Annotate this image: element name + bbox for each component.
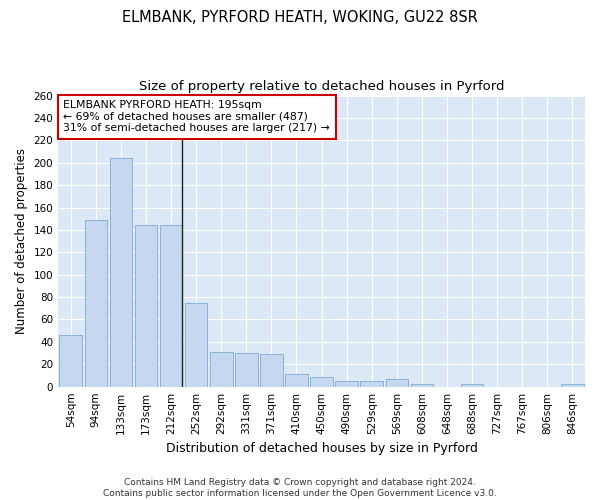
Bar	[110, 158, 132, 386]
Y-axis label: Number of detached properties: Number of detached properties	[15, 148, 28, 334]
Bar	[310, 376, 333, 386]
Text: ELMBANK PYRFORD HEATH: 195sqm
← 69% of detached houses are smaller (487)
31% of : ELMBANK PYRFORD HEATH: 195sqm ← 69% of d…	[64, 100, 330, 133]
Bar	[386, 379, 408, 386]
Bar	[335, 381, 358, 386]
Bar	[210, 352, 233, 386]
Bar	[260, 354, 283, 386]
Text: Contains HM Land Registry data © Crown copyright and database right 2024.
Contai: Contains HM Land Registry data © Crown c…	[103, 478, 497, 498]
Bar	[461, 384, 484, 386]
Title: Size of property relative to detached houses in Pyrford: Size of property relative to detached ho…	[139, 80, 505, 93]
Bar	[285, 374, 308, 386]
Bar	[410, 384, 433, 386]
Bar	[561, 384, 584, 386]
Bar	[361, 381, 383, 386]
Bar	[235, 353, 257, 386]
X-axis label: Distribution of detached houses by size in Pyrford: Distribution of detached houses by size …	[166, 442, 478, 455]
Bar	[59, 335, 82, 386]
Bar	[85, 220, 107, 386]
Bar	[185, 302, 208, 386]
Bar	[160, 226, 182, 386]
Bar	[134, 226, 157, 386]
Text: ELMBANK, PYRFORD HEATH, WOKING, GU22 8SR: ELMBANK, PYRFORD HEATH, WOKING, GU22 8SR	[122, 10, 478, 25]
